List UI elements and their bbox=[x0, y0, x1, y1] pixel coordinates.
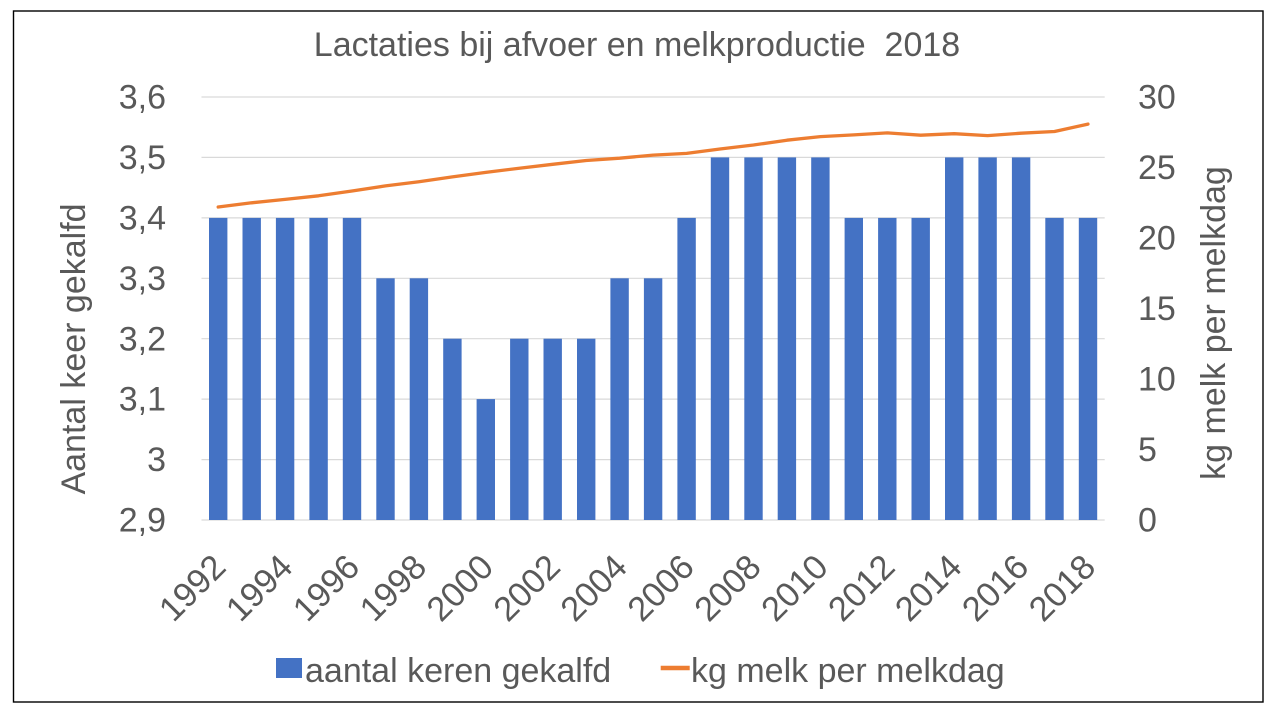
svg-text:2,9: 2,9 bbox=[119, 502, 166, 540]
svg-text:20: 20 bbox=[1138, 220, 1176, 258]
svg-text:5: 5 bbox=[1138, 431, 1157, 469]
svg-text:30: 30 bbox=[1138, 79, 1176, 117]
svg-text:kg melk per melkdag: kg melk per melkdag bbox=[691, 652, 1005, 690]
svg-text:25: 25 bbox=[1138, 149, 1176, 187]
svg-text:15: 15 bbox=[1138, 290, 1176, 328]
svg-text:3,3: 3,3 bbox=[119, 260, 166, 298]
svg-text:kg melk per melkdag: kg melk per melkdag bbox=[1195, 166, 1233, 480]
svg-text:3,5: 3,5 bbox=[119, 139, 166, 177]
svg-text:Lactaties bij afvoer en melkpr: Lactaties bij afvoer en melkproductie 20… bbox=[314, 26, 960, 64]
svg-text:3: 3 bbox=[147, 441, 166, 479]
svg-text:0: 0 bbox=[1138, 502, 1157, 540]
svg-text:3,2: 3,2 bbox=[119, 320, 166, 358]
svg-text:aantal keren gekalfd: aantal keren gekalfd bbox=[305, 652, 611, 690]
svg-text:Aantal keer gekalfd: Aantal keer gekalfd bbox=[55, 203, 93, 494]
svg-text:3,1: 3,1 bbox=[119, 381, 166, 419]
svg-text:3,4: 3,4 bbox=[119, 200, 166, 238]
svg-text:3,6: 3,6 bbox=[119, 79, 166, 117]
svg-text:10: 10 bbox=[1138, 361, 1176, 399]
